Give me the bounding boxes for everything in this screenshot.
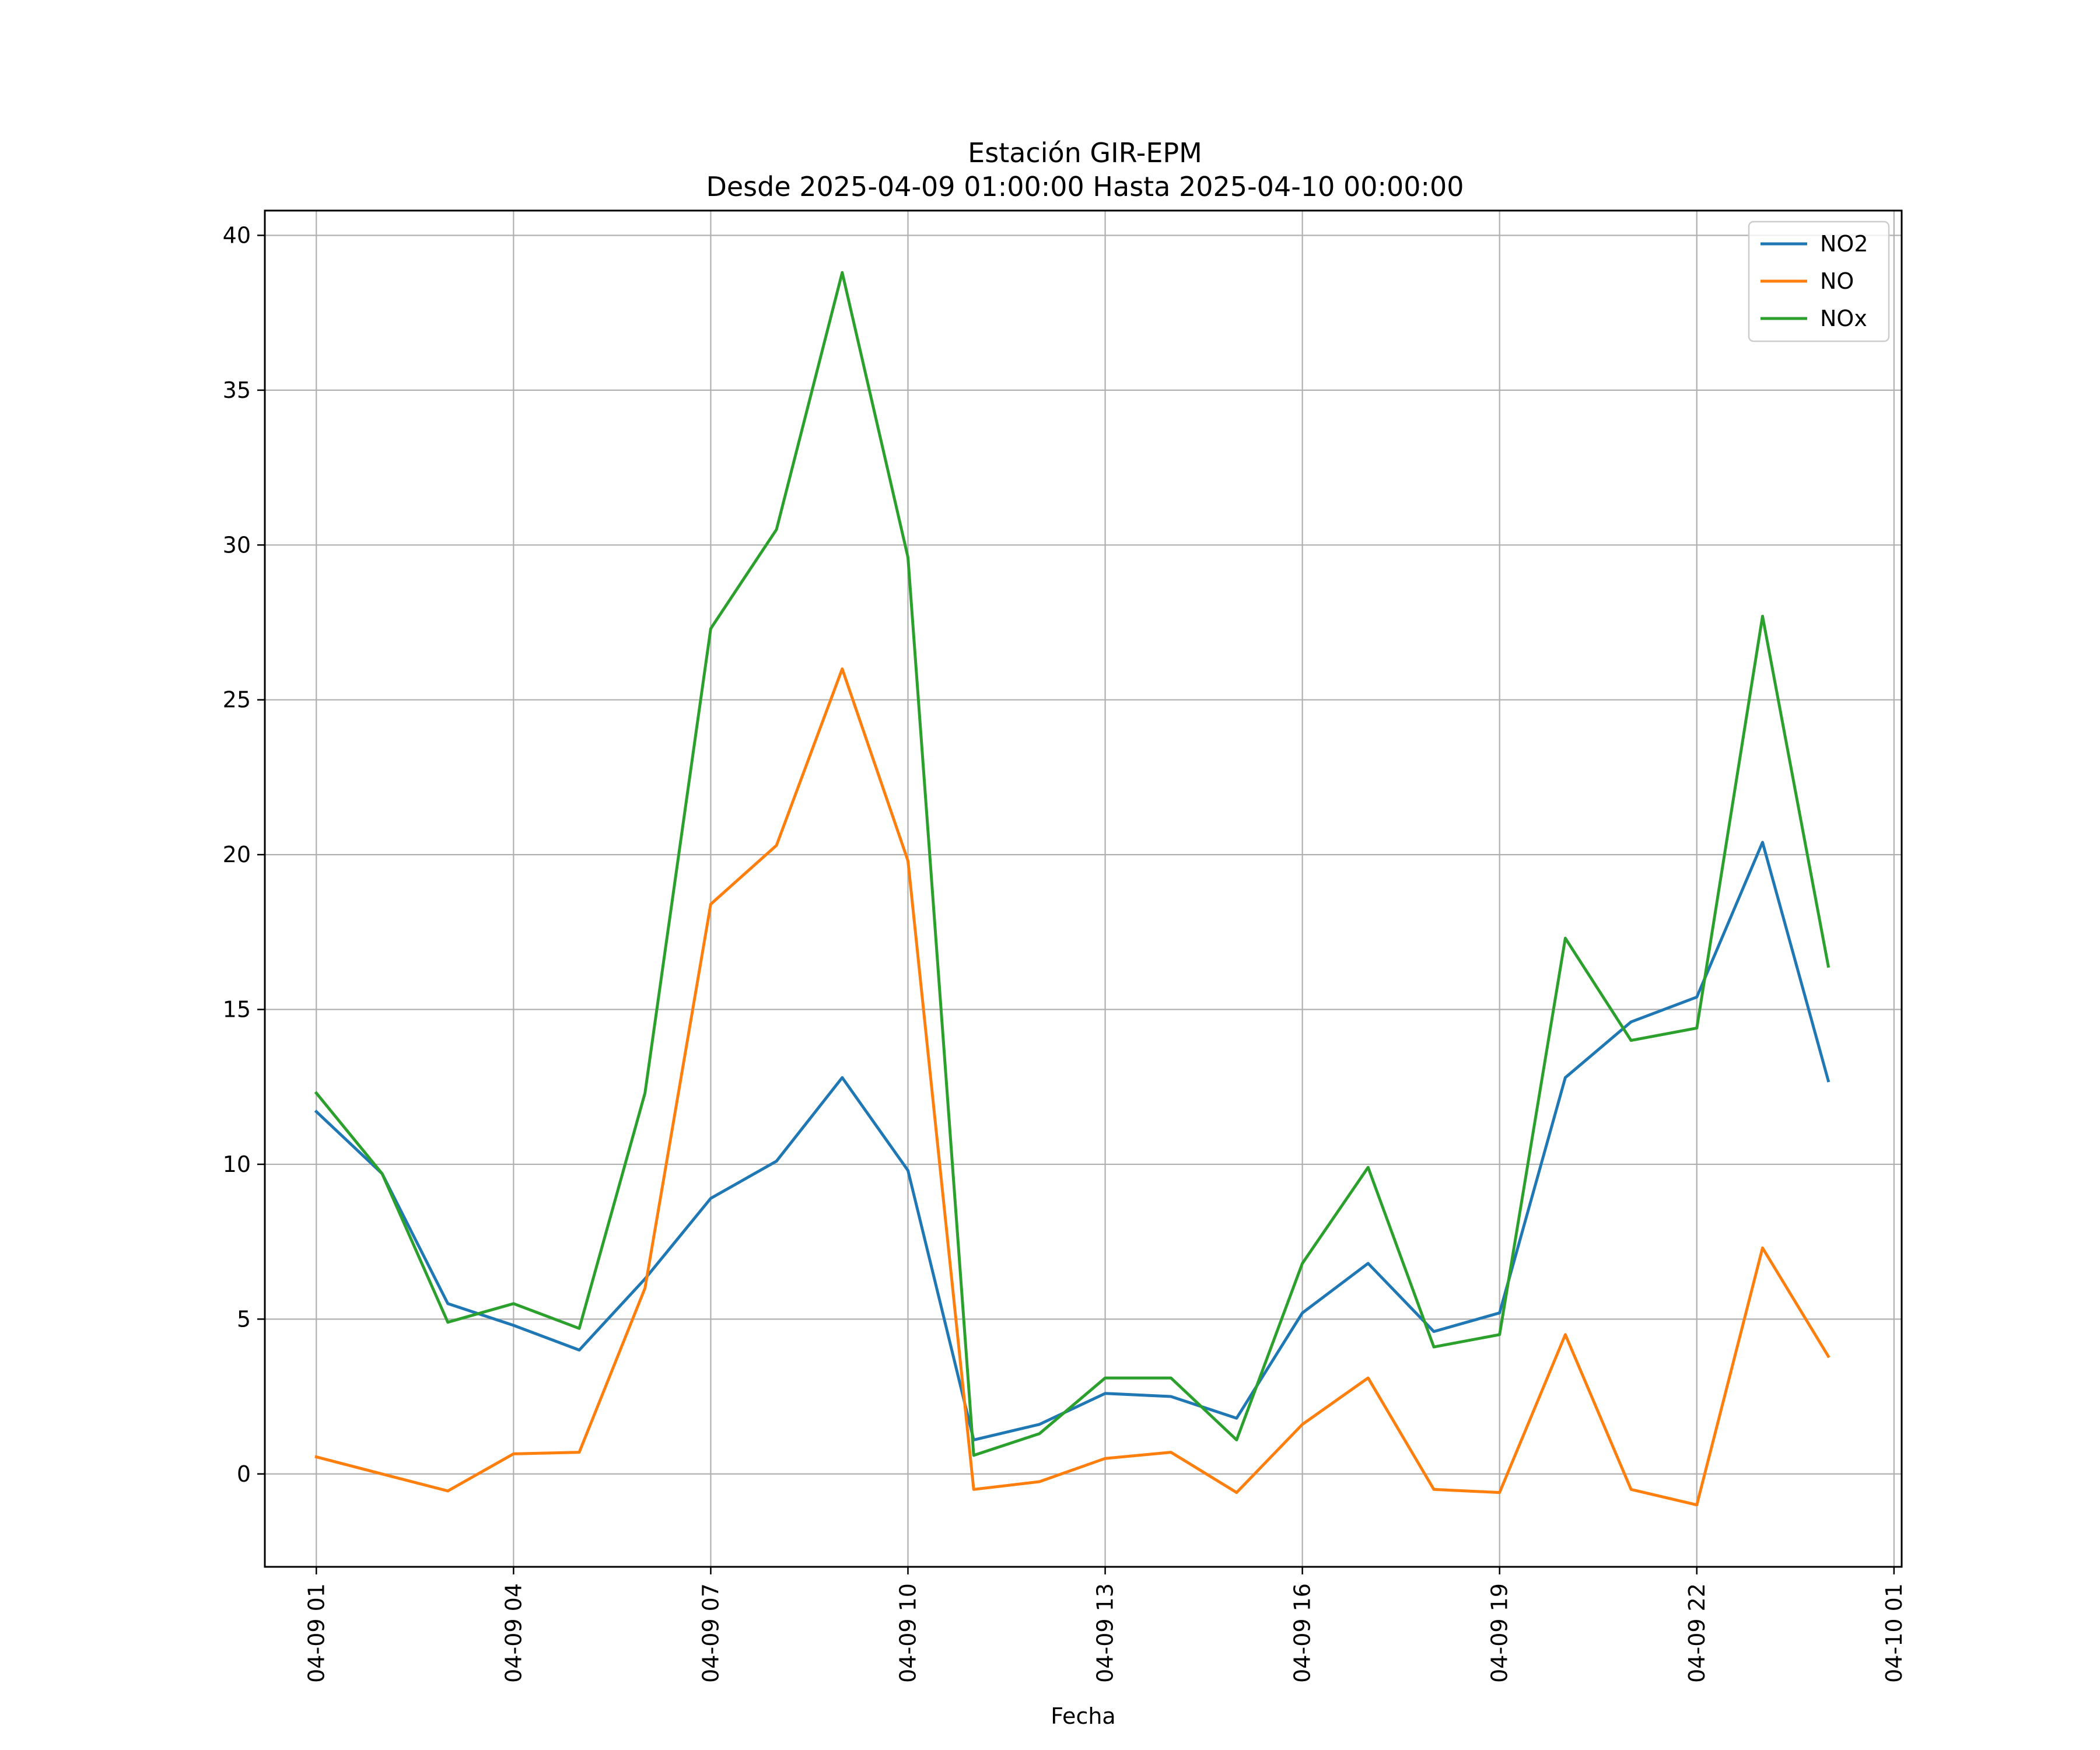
chart-title-line-1: Estación GIR-EPM	[968, 137, 1202, 169]
x-axis-label: Fecha	[1051, 1703, 1115, 1729]
y-tick-label: 0	[237, 1461, 251, 1487]
grid	[265, 211, 1902, 1567]
y-tick-label: 25	[223, 687, 251, 713]
series-line-no2	[314, 841, 1831, 1441]
x-tick-label: 04-10 01	[1881, 1583, 1907, 1683]
y-tick-label: 5	[237, 1306, 251, 1332]
x-tick-label: 04-09 01	[303, 1583, 329, 1683]
legend-box	[1748, 220, 1890, 342]
chart-title-line-2: Desde 2025-04-09 01:00:00 Hasta 2025-04-…	[706, 171, 1464, 202]
x-tick-label: 04-09 22	[1684, 1583, 1710, 1683]
x-tick-label: 04-09 07	[698, 1583, 723, 1683]
x-tick-label: 04-09 13	[1093, 1583, 1118, 1683]
series-lines	[314, 271, 1831, 1507]
plot-frame	[264, 209, 1903, 1568]
legend-label-no: NO	[1820, 268, 1854, 294]
y-tick-label: 35	[223, 377, 251, 403]
x-tick-label: 04-09 19	[1487, 1583, 1513, 1683]
x-tick-label: 04-09 10	[895, 1583, 921, 1683]
y-tick-label: 20	[223, 842, 251, 867]
y-tick-label: 15	[223, 997, 251, 1023]
legend: NO2 NO NOx	[1748, 220, 1890, 342]
series-line-no	[314, 667, 1831, 1507]
x-tick-label: 04-09 16	[1290, 1583, 1315, 1683]
y-tick-label: 40	[223, 222, 251, 248]
y-tick-label: 30	[223, 532, 251, 558]
legend-label-no2: NO2	[1820, 231, 1868, 257]
legend-label-nox: NOx	[1820, 306, 1867, 331]
y-tick-label: 10	[223, 1152, 251, 1177]
series-line-nox	[314, 271, 1831, 1457]
x-tick-label: 04-09 04	[501, 1583, 526, 1683]
axis-ticks: 0 5 10 15 20 25 30 35 40 04-09 01 04-09 04 04-09 07…	[223, 222, 1907, 1682]
